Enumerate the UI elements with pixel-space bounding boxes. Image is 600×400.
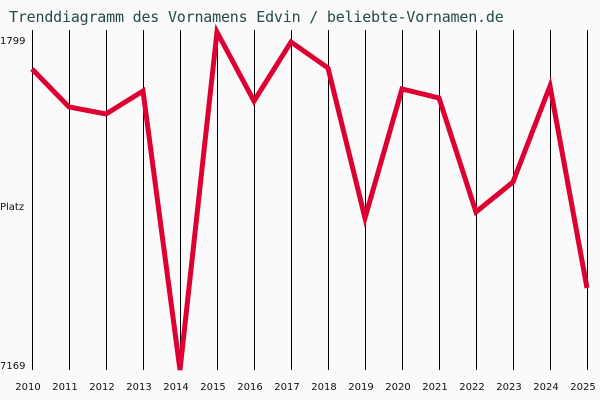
x-axis-label-2022: 2022 (459, 382, 485, 393)
x-axis-label-2010: 2010 (15, 382, 41, 393)
x-axis-label-2021: 2021 (422, 382, 448, 393)
y-axis-title: Platz (0, 202, 25, 213)
x-axis-label-2025: 2025 (570, 382, 596, 393)
y-axis-top-label: 1799 (0, 36, 26, 47)
x-axis-label-2018: 2018 (311, 382, 337, 393)
y-axis-bottom-label: 7169 (0, 361, 26, 372)
chart-title: Trenddiagramm des Vornamens Edvin / beli… (9, 8, 504, 26)
x-axis-label-2016: 2016 (237, 382, 263, 393)
x-axis-label-2014: 2014 (163, 382, 189, 393)
x-axis-label-2023: 2023 (496, 382, 522, 393)
x-axis-label-2020: 2020 (385, 382, 411, 393)
vertical-gridlines (32, 30, 588, 370)
x-axis-label-2024: 2024 (533, 382, 559, 393)
rank-trend-line (30, 23, 590, 371)
x-axis-label-2019: 2019 (348, 382, 374, 393)
x-axis-label-2011: 2011 (52, 382, 78, 393)
x-axis-label-2017: 2017 (274, 382, 300, 393)
x-axis-label-2012: 2012 (89, 382, 115, 393)
x-axis-label-2015: 2015 (200, 382, 226, 393)
x-axis-label-2013: 2013 (126, 382, 152, 393)
